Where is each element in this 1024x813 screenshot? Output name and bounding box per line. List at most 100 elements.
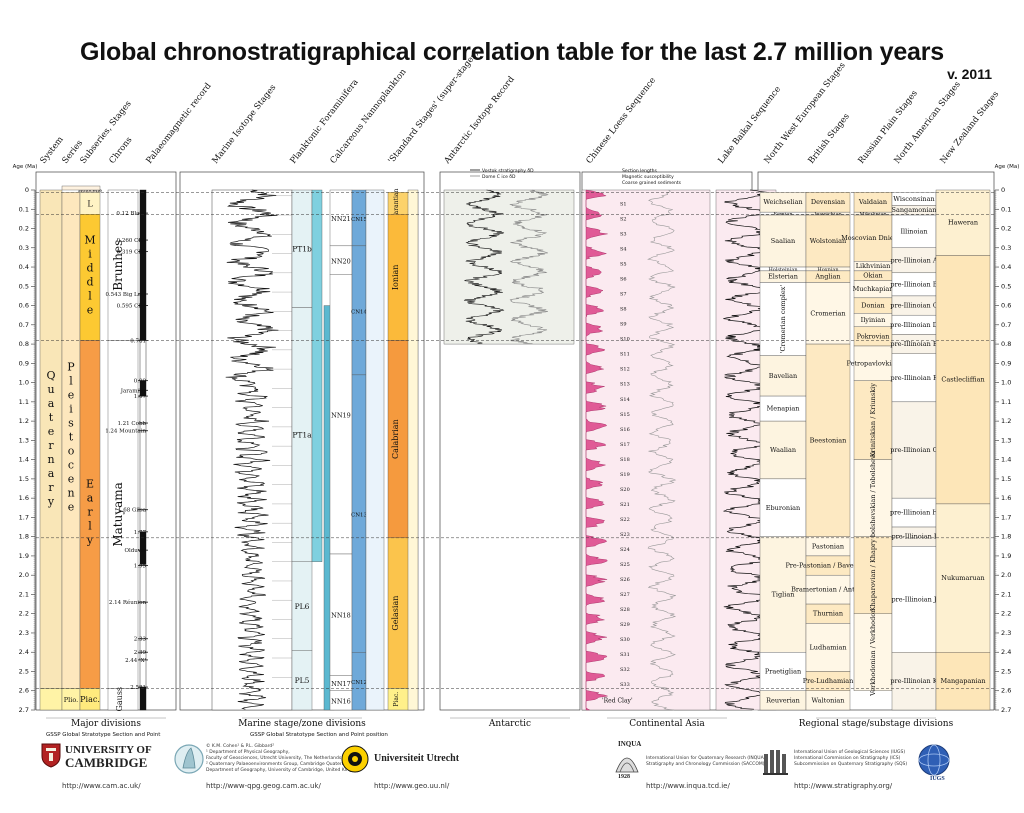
age-axis-right-label: Age (Ma)	[995, 164, 1020, 170]
palaeomag-normal-polarity	[140, 687, 146, 710]
age-axis-right-tick-label: 0.5	[1001, 282, 1011, 290]
qpg-url[interactable]: http://www-qpg.geog.cam.ac.uk/	[206, 782, 321, 790]
north-american-stage-label: pre-Illinoian J	[891, 595, 936, 603]
age-axis-right-tick-label: 0.7	[1001, 321, 1011, 329]
inqua-text: International Union for Quaternary Resea…	[646, 756, 765, 768]
cambridge-url[interactable]: http://www.cam.ac.uk/	[62, 782, 141, 790]
age-axis-right-tick-label: 0.1	[1001, 205, 1011, 213]
new-zealand-stage-band	[935, 652, 991, 711]
system-label-letter: y	[47, 495, 55, 508]
age-axis-right-tick-label: 0.9	[1001, 359, 1011, 367]
age-axis-left-tick-label: 0.9	[19, 359, 29, 367]
iugs-text: International Union of Geological Scienc…	[794, 750, 907, 768]
loess-unit-label: S31	[620, 652, 630, 658]
age-axis-right-tick-label: 2.5	[1001, 667, 1011, 675]
british-stage-band	[805, 282, 851, 345]
age-axis-right-tick-label: 0.2	[1001, 225, 1011, 233]
group-label: Marine stage/zone divisions	[238, 719, 366, 729]
north-american-stage-label: pre-Illinoian K	[890, 677, 937, 685]
standard-stage-substage-column	[407, 189, 419, 711]
north-american-stage-label: pre-Illinoian F	[891, 374, 938, 382]
palaeomag-event-label: 1.21 Cobb	[117, 421, 146, 427]
age-axis-right-tick-label: 0	[1001, 186, 1005, 194]
iugs-line: International Commission on Stratigraphy…	[794, 756, 901, 761]
cambridge-crest-icon	[41, 743, 61, 768]
loess-unit-label: S2	[620, 217, 627, 223]
foraminifera-zone-label: PT1b	[292, 245, 312, 254]
palaeomag-event-label: 2.581	[130, 685, 146, 691]
nw-european-stage-label: Elsterian	[768, 273, 798, 281]
panel-frame	[35, 171, 177, 711]
subseries-label-letter: r	[87, 505, 93, 518]
british-stage-band	[805, 623, 851, 672]
russian-stage-label: Muchkapian	[853, 285, 894, 293]
utrecht-url[interactable]: http://www.geo.uu.nl/	[374, 782, 450, 790]
british-stage-label: Wolstonian	[810, 237, 846, 245]
column-header: Planktonic Foraminifera	[288, 78, 360, 166]
nw-european-stage-band	[759, 282, 807, 356]
nannoplankton-cn-label: CN13	[351, 513, 368, 519]
palaeomag-event-label: 0.260 CR3	[117, 238, 147, 244]
system-label-letter: e	[48, 425, 55, 438]
age-axis-left-tick-label: 1.1	[19, 398, 29, 406]
inqua-name: INQUA	[618, 740, 642, 748]
north-american-stage-label: pre-Illinoian E	[890, 340, 937, 348]
cambridge-name-line2: CAMBRIDGE	[65, 755, 148, 770]
system-band-neogene	[39, 688, 63, 711]
qpg-line: ² Quaternary Palaeoenvironments Group, C…	[206, 762, 354, 767]
loess-legend-label: Magnetic susceptibility	[622, 174, 674, 180]
british-stage-label: Anglian	[814, 273, 840, 281]
nw-european-stage-label: Tiglian	[772, 590, 795, 598]
age-axis-left-tick-label: 0.7	[19, 321, 29, 329]
loess-unit-label: S8	[620, 307, 627, 313]
north-american-stage-label: pre-Illinoian C	[890, 302, 937, 310]
column-header: Subseries, Stages	[78, 99, 133, 166]
inqua-url[interactable]: http://www.inqua.tcd.ie/	[646, 782, 730, 790]
russian-stage-label: Likhvinian	[856, 262, 891, 270]
standard-stage-label: Tarantian	[393, 189, 400, 218]
qpg-line: Faculty of Geosciences, Utrecht Universi…	[206, 756, 342, 761]
russian-stage-label: Pokrovian	[857, 332, 890, 340]
inqua-line: International Union for Quaternary Resea…	[646, 756, 766, 761]
russian-stage-label: Donian	[861, 302, 884, 310]
age-axis-left-tick-label: 2.1	[19, 590, 29, 598]
series-label-letter: c	[68, 458, 74, 471]
palaeomag-event-label: Jaramillo	[120, 388, 147, 394]
inqua-year: 1928	[618, 774, 630, 780]
nannoplankton-zone-label: NN19	[331, 411, 351, 419]
nw-european-stage-label: Bavelian	[769, 372, 797, 380]
age-axis-right-tick-label: 1.4	[1001, 456, 1011, 464]
nannoplankton-subzone-column	[365, 189, 385, 711]
age-axis-left-tick-label: 0.4	[19, 263, 29, 271]
age-axis-right-tick-label: 1.2	[1001, 417, 1011, 425]
russian-stage-label: Ilyinian	[861, 316, 886, 324]
column-header: North West European Stages	[762, 61, 847, 166]
north-american-stage-label: Wisconsinan	[893, 195, 934, 203]
loess-unit-label: S30	[620, 637, 630, 643]
palaeomag-normal-polarity	[140, 190, 146, 341]
iugs-globe-icon	[918, 744, 950, 776]
age-axis-left-tick-label: 2.0	[19, 571, 29, 579]
age-axis-left-tick-label: 0.2	[19, 225, 29, 233]
loess-unit-label: S6	[620, 277, 627, 283]
iugs-url[interactable]: http://www.stratigraphy.org/	[794, 782, 893, 790]
age-axis-left-tick-label: 1.9	[19, 552, 29, 560]
nw-european-stage-label: Saalian	[771, 237, 795, 245]
nw-european-stage-label: 'Cromerian complex'	[779, 285, 787, 354]
group-label: Regional stage/substage divisions	[799, 719, 954, 729]
age-axis-left-tick-label: 2.2	[19, 610, 29, 618]
age-axis-right-tick-label: 1.6	[1001, 494, 1011, 502]
antarctic-series-curve	[463, 189, 505, 344]
age-axis-left-tick-label: 0.3	[19, 244, 29, 252]
loess-grainsize-curve	[647, 189, 677, 711]
ics-building-icon	[763, 750, 788, 775]
qpg-logo-icon	[174, 744, 204, 774]
antarctic-legend-label: Vostok stratigraphy δD	[482, 168, 534, 174]
russian-stage-band	[853, 214, 893, 262]
series-label-letter: s	[68, 416, 74, 429]
age-axis-left-tick-label: 0.5	[19, 282, 29, 290]
palaeomag-event-label: 0.319 CR1	[117, 250, 146, 256]
north-american-stage-label: Illinoian	[900, 227, 927, 235]
age-axis-right-tick-label: 0.4	[1001, 263, 1011, 271]
nannoplankton-cn-label: CN15	[351, 217, 368, 223]
